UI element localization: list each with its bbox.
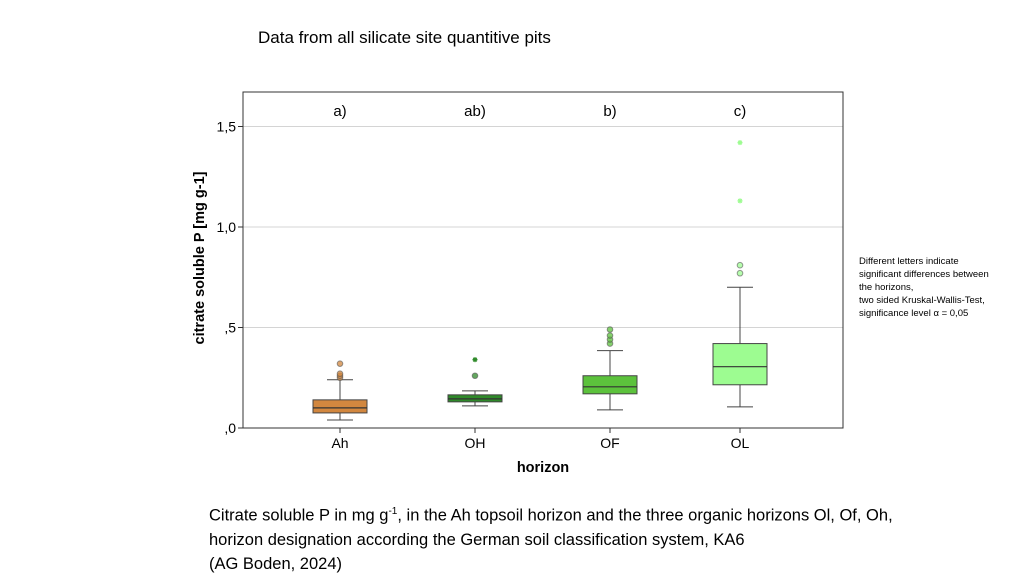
box-ah (312, 399, 368, 414)
note-line: significant differences between (859, 269, 989, 280)
y-tick-label: 1,5 (217, 119, 237, 135)
y-tick-label: ,0 (224, 420, 236, 436)
x-tick-label: OH (465, 435, 486, 451)
x-tick-label: OL (731, 435, 750, 451)
significance-letter: ab) (464, 103, 486, 120)
extreme-stroke (737, 198, 743, 204)
significance-letter: b) (603, 103, 616, 120)
outlier-point (471, 372, 479, 380)
grid-lines (243, 126, 843, 328)
note-line: two sided Kruskal-Wallis-Test, (859, 295, 985, 306)
extreme-stroke (737, 140, 743, 145)
significance-letter: c) (734, 103, 747, 120)
outlier-point (336, 370, 344, 378)
x-tick-label: Ah (331, 435, 348, 451)
x-axis-label: horizon (517, 460, 569, 476)
plot-frame (242, 91, 844, 429)
box-of (582, 375, 638, 395)
outlier-point (606, 332, 614, 339)
outlier-point (736, 261, 744, 269)
figure-caption: Citrate soluble P in mg g-1, in the Ah t… (209, 500, 929, 576)
page-title: Data from all silicate site quantitive p… (258, 28, 551, 47)
caption-superscript: -1 (388, 506, 398, 517)
outlier-point (606, 326, 614, 333)
caption-text: , in the Ah topsoil horizon and the thre… (209, 506, 893, 549)
outlier-point (736, 269, 744, 277)
outlier-point (336, 360, 344, 367)
note-line: significance level α = 0,05 (859, 308, 969, 319)
significance-letter: a) (333, 103, 346, 120)
caption-text: Citrate soluble P in mg g (209, 506, 389, 525)
axes: ,0 ,5 1,0 1,5 citrate soluble P [mg g-1] hori… (192, 91, 844, 476)
extreme-point (737, 198, 743, 204)
x-tick-label: OF (600, 435, 619, 451)
significance-note: Different letters indicate significant d… (859, 255, 1019, 320)
box-ol (712, 343, 768, 386)
extreme-point (737, 140, 743, 146)
extreme-stroke (472, 357, 478, 362)
y-tick-label: ,5 (224, 320, 236, 336)
box-series (312, 140, 768, 421)
caption-citation: (AG Boden, 2024) (209, 554, 342, 573)
y-axis-label: citrate soluble P [mg g-1] (192, 171, 208, 344)
y-tick-label: 1,0 (217, 219, 237, 235)
extreme-point (472, 357, 478, 363)
note-line: Different letters indicate (859, 256, 959, 267)
note-line: the horizons, (859, 282, 914, 293)
